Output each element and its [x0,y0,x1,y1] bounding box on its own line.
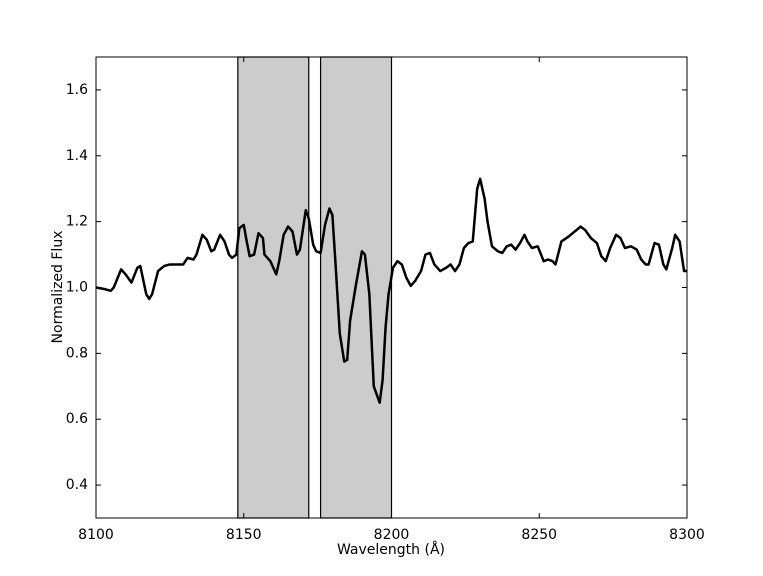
y-tick-label: 0.6 [66,411,88,427]
y-tick-label: 0.8 [66,345,88,361]
y-tick-label: 1.4 [66,148,88,164]
x-tick-label: 8250 [521,527,557,543]
shaded-span [237,56,310,519]
x-tick-label: 8100 [78,527,114,543]
x-tick-label: 8150 [226,527,262,543]
x-axis-label: Wavelength (Å) [337,541,445,558]
y-tick-label: 0.4 [66,477,88,493]
spectrum-line [95,177,687,404]
x-tick-label: 8300 [669,527,705,543]
y-tick-label: 1.2 [66,214,88,230]
y-tick-label: 1.6 [66,82,88,98]
y-axis-label: Normalized Flux [50,231,66,344]
y-tick-label: 1.0 [66,280,88,296]
x-tick-label: 8200 [374,527,410,543]
